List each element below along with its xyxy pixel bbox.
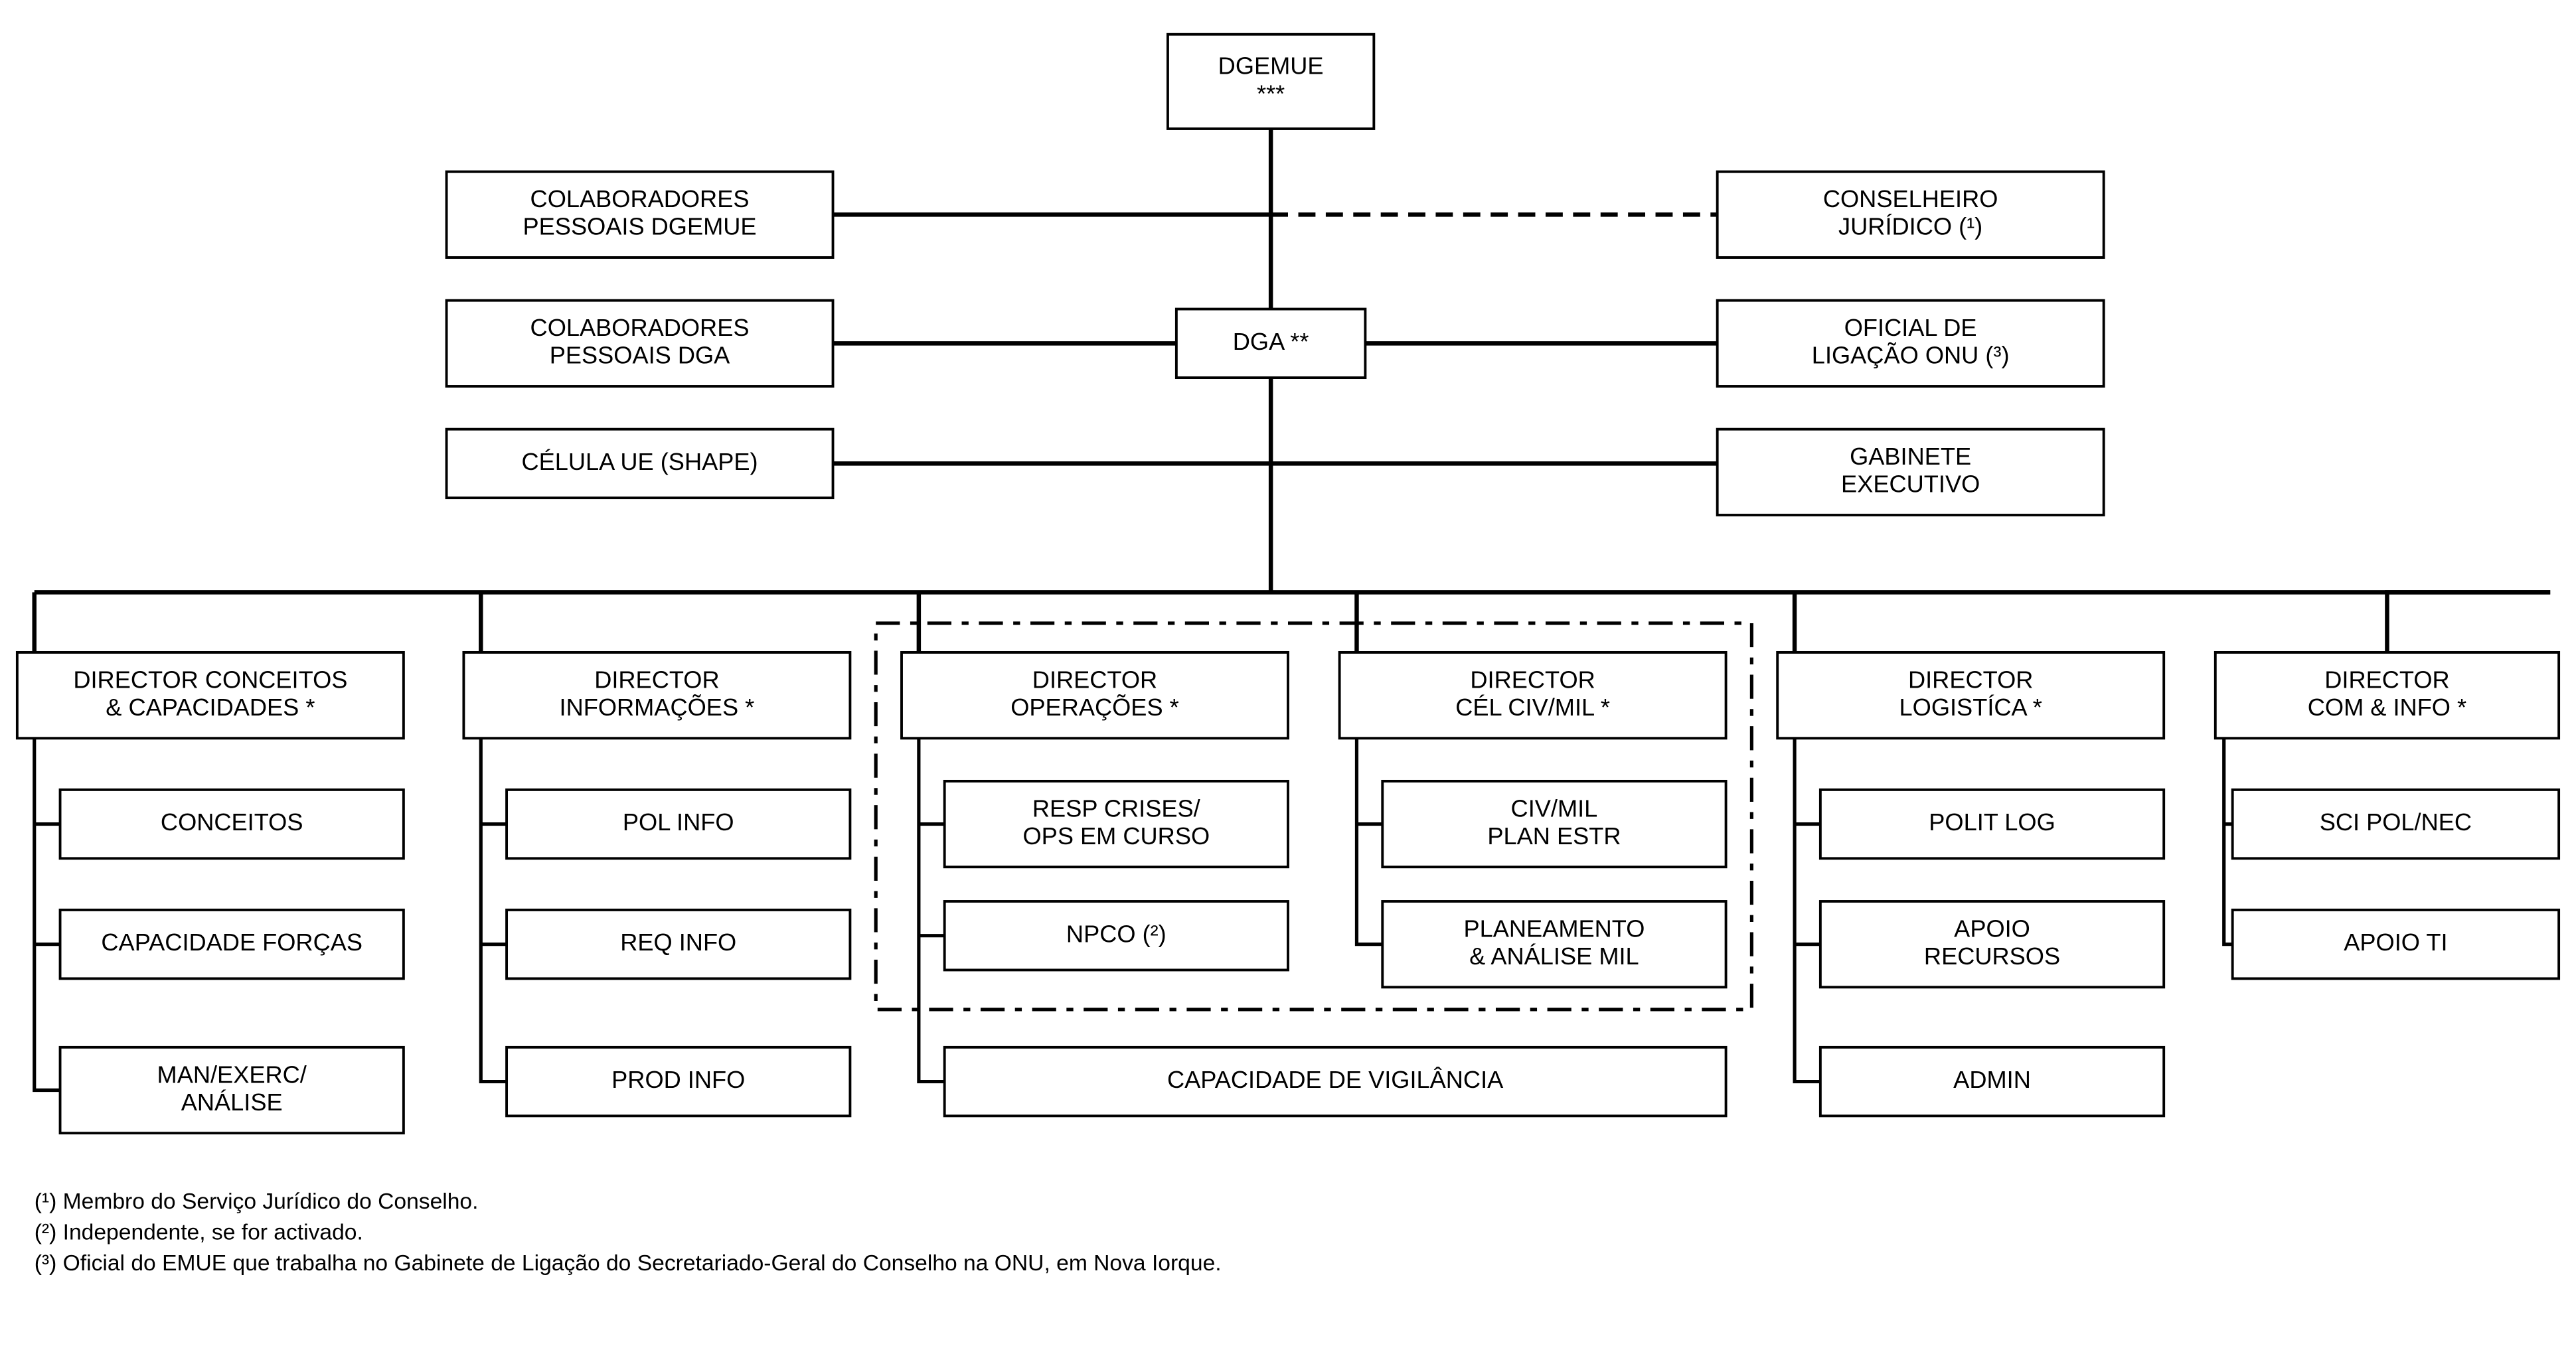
node-conceitos: CONCEITOS bbox=[60, 790, 404, 858]
node-label: NPCO (²) bbox=[1066, 920, 1167, 947]
node-celula: CÉLULA UE (SHAPE) bbox=[447, 429, 833, 498]
node-label: EXECUTIVO bbox=[1841, 471, 1980, 498]
node-label: CAPACIDADE FORÇAS bbox=[101, 929, 362, 956]
connector bbox=[1356, 738, 1382, 944]
node-label: DIRECTOR bbox=[2324, 666, 2449, 693]
node-label: CONCEITOS bbox=[161, 808, 303, 836]
node-cap_vig: CAPACIDADE DE VIGILÂNCIA bbox=[945, 1047, 1726, 1116]
node-pol_info: POL INFO bbox=[507, 790, 850, 858]
footnote: (³) Oficial do EMUE que trabalha no Gabi… bbox=[35, 1251, 1222, 1276]
node-label: DIRECTOR bbox=[594, 666, 719, 693]
node-label: PLANEAMENTO bbox=[1463, 915, 1645, 942]
node-label: DGA ** bbox=[1233, 328, 1309, 355]
node-label: CÉLULA UE (SHAPE) bbox=[521, 448, 758, 475]
node-d_info: DIRECTORINFORMAÇÕES * bbox=[463, 652, 850, 738]
node-colab_dgemue: COLABORADORESPESSOAIS DGEMUE bbox=[447, 172, 833, 258]
node-req_info: REQ INFO bbox=[507, 910, 850, 978]
node-label: APOIO TI bbox=[2344, 929, 2447, 956]
node-label: PESSOAIS DGA bbox=[550, 342, 730, 369]
node-label: DGEMUE bbox=[1218, 52, 1324, 80]
node-conselheiro: CONSELHEIROJURÍDICO (¹) bbox=[1718, 172, 2104, 258]
footnote: (¹) Membro do Serviço Jurídico do Consel… bbox=[35, 1189, 479, 1214]
node-prod_info: PROD INFO bbox=[507, 1047, 850, 1116]
node-label: PESSOAIS DGEMUE bbox=[523, 213, 757, 240]
node-label: DIRECTOR bbox=[1470, 666, 1595, 693]
node-label: COLABORADORES bbox=[530, 185, 750, 212]
node-label: INFORMAÇÕES * bbox=[560, 694, 755, 721]
node-label: & CAPACIDADES * bbox=[106, 694, 315, 721]
node-label: DIRECTOR CONCEITOS bbox=[73, 666, 347, 693]
node-label: REQ INFO bbox=[620, 929, 736, 956]
node-apoio_rec: APOIORECURSOS bbox=[1820, 901, 2164, 987]
node-label: POLIT LOG bbox=[1929, 808, 2055, 836]
node-label: MAN/EXERC/ bbox=[157, 1061, 307, 1088]
connector bbox=[2387, 592, 2550, 652]
connector bbox=[481, 738, 507, 1081]
node-apoio_ti: APOIO TI bbox=[2233, 910, 2559, 978]
node-npco: NPCO (²) bbox=[945, 901, 1288, 970]
node-label: PROD INFO bbox=[611, 1066, 745, 1093]
node-label: RECURSOS bbox=[1924, 942, 2060, 970]
node-d_log: DIRECTORLOGISTÍCA * bbox=[1777, 652, 2164, 738]
node-civmil_plan: CIV/MILPLAN ESTR bbox=[1382, 781, 1726, 867]
connector bbox=[919, 738, 945, 1081]
footnote: (²) Independente, se for activado. bbox=[35, 1220, 363, 1244]
node-admin: ADMIN bbox=[1820, 1047, 2164, 1116]
node-label: LOGISTÍCA * bbox=[1899, 694, 2042, 721]
node-label: COM & INFO * bbox=[2308, 694, 2466, 721]
node-onu: OFICIAL DELIGAÇÃO ONU (³) bbox=[1718, 301, 2104, 386]
node-d_conc: DIRECTOR CONCEITOS& CAPACIDADES * bbox=[17, 652, 404, 738]
node-label: DIRECTOR bbox=[1032, 666, 1157, 693]
node-label: OPS EM CURSO bbox=[1023, 822, 1210, 850]
node-label: CONSELHEIRO bbox=[1823, 185, 1998, 212]
node-resp_cris: RESP CRISES/OPS EM CURSO bbox=[945, 781, 1288, 867]
node-plan_anal: PLANEAMENTO& ANÁLISE MIL bbox=[1382, 901, 1726, 987]
node-label: APOIO bbox=[1954, 915, 2030, 942]
node-dga: DGA ** bbox=[1176, 309, 1366, 378]
node-label: CAPACIDADE DE VIGILÂNCIA bbox=[1167, 1066, 1504, 1093]
node-label: SCI POL/NEC bbox=[2320, 808, 2472, 836]
node-d_com: DIRECTORCOM & INFO * bbox=[2215, 652, 2559, 738]
node-polit_log: POLIT LOG bbox=[1820, 790, 2164, 858]
node-label: JURÍDICO (¹) bbox=[1838, 213, 1982, 240]
node-label: CÉL CIV/MIL * bbox=[1455, 694, 1610, 721]
node-colab_dga: COLABORADORESPESSOAIS DGA bbox=[447, 301, 833, 386]
node-d_ops: DIRECTOROPERAÇÕES * bbox=[902, 652, 1288, 738]
node-gabinete: GABINETEEXECUTIVO bbox=[1718, 429, 2104, 515]
node-label: RESP CRISES/ bbox=[1032, 794, 1201, 822]
node-label: COLABORADORES bbox=[530, 314, 750, 341]
node-label: DIRECTOR bbox=[1908, 666, 2033, 693]
node-label: OFICIAL DE bbox=[1844, 314, 1977, 341]
node-d_civmil: DIRECTORCÉL CIV/MIL * bbox=[1340, 652, 1726, 738]
node-label: CIV/MIL bbox=[1511, 794, 1598, 822]
node-label: & ANÁLISE MIL bbox=[1469, 942, 1639, 970]
node-label: POL INFO bbox=[623, 808, 734, 836]
connector bbox=[1795, 738, 1820, 1081]
node-label: PLAN ESTR bbox=[1487, 822, 1621, 850]
node-label: ADMIN bbox=[1953, 1066, 2031, 1093]
node-label: LIGAÇÃO ONU (³) bbox=[1812, 342, 2010, 369]
node-cap_forc: CAPACIDADE FORÇAS bbox=[60, 910, 404, 978]
org-chart: DGEMUE***COLABORADORESPESSOAIS DGEMUECON… bbox=[0, 0, 2576, 1356]
node-label: ANÁLISE bbox=[181, 1089, 283, 1116]
node-label: GABINETE bbox=[1850, 443, 1971, 470]
node-dgemue: DGEMUE*** bbox=[1168, 35, 1374, 129]
node-man_exerc: MAN/EXERC/ANÁLISE bbox=[60, 1047, 404, 1133]
node-label: *** bbox=[1257, 80, 1285, 107]
node-sci_pol: SCI POL/NEC bbox=[2233, 790, 2559, 858]
node-label: OPERAÇÕES * bbox=[1010, 694, 1179, 721]
connector bbox=[35, 738, 60, 1090]
